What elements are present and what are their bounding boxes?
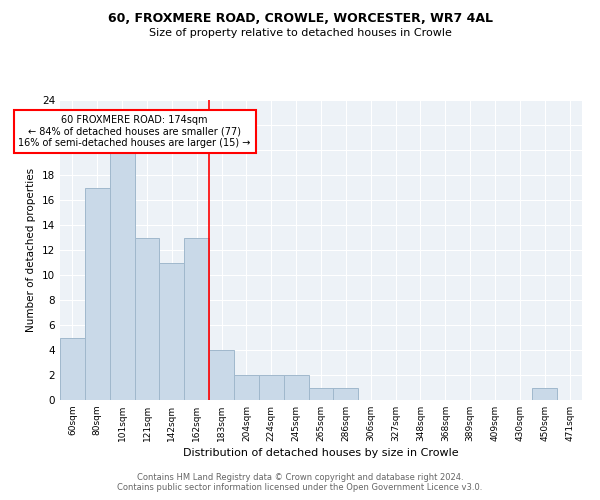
Bar [60,338,85,400]
Bar [234,375,259,400]
Text: 60 FROXMERE ROAD: 174sqm
← 84% of detached houses are smaller (77)
16% of semi-d: 60 FROXMERE ROAD: 174sqm ← 84% of detach… [19,115,251,148]
Bar [334,388,358,400]
Bar [160,262,184,400]
Text: Contains HM Land Registry data © Crown copyright and database right 2024.
Contai: Contains HM Land Registry data © Crown c… [118,473,482,492]
Bar [110,150,134,400]
Bar [209,350,234,400]
Text: Distribution of detached houses by size in Crowle: Distribution of detached houses by size … [183,448,459,458]
Bar [532,388,557,400]
Bar [259,375,284,400]
Bar [184,238,209,400]
Text: 60, FROXMERE ROAD, CROWLE, WORCESTER, WR7 4AL: 60, FROXMERE ROAD, CROWLE, WORCESTER, WR… [107,12,493,26]
Bar [85,188,110,400]
Bar [308,388,334,400]
Bar [134,238,160,400]
Text: Size of property relative to detached houses in Crowle: Size of property relative to detached ho… [149,28,451,38]
Bar [284,375,308,400]
Y-axis label: Number of detached properties: Number of detached properties [26,168,37,332]
